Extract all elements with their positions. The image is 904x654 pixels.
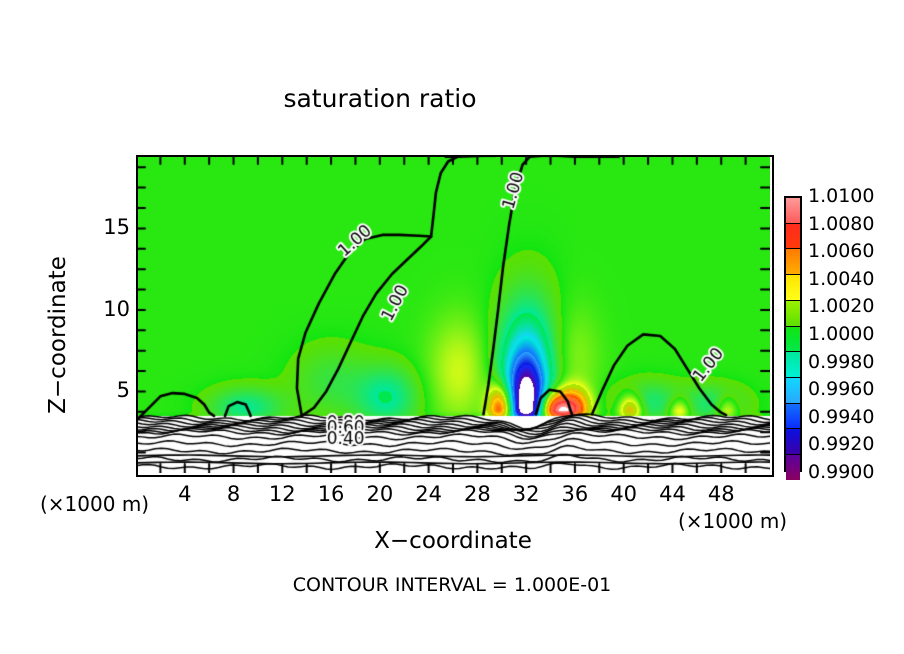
colorbar-label: 1.0100 (808, 185, 875, 207)
colorbar-band-10 (786, 454, 800, 480)
colorbar-band-5 (786, 325, 800, 352)
x-axis-label: X−coordinate (374, 528, 532, 554)
colorbar-band-4 (786, 299, 800, 326)
x-tick-40: 40 (610, 482, 638, 506)
colorbar-band-0 (786, 198, 800, 223)
x-tick-16: 16 (317, 482, 345, 506)
colorbar-band-2 (786, 248, 800, 275)
colorbar-band-9 (786, 428, 800, 455)
y-tick-5: 5 (116, 378, 130, 403)
x-tick-8: 8 (226, 482, 241, 506)
colorbar-label: 1.0020 (808, 295, 875, 318)
y-tick-15: 15 (103, 215, 130, 240)
colorbar-label: 0.9900 (808, 461, 875, 483)
contour-interval-note: CONTOUR INTERVAL = 1.000E-01 (292, 574, 612, 596)
y-axis-ticklabels: 5 10 15 (88, 0, 130, 654)
contour-plot-area (136, 155, 770, 473)
y-axis-unit-note: (×1000 m) (40, 492, 150, 516)
x-tick-32: 32 (512, 482, 540, 506)
colorbar-band-8 (786, 402, 800, 429)
colorbar-band-6 (786, 351, 800, 378)
y-tick-10: 10 (103, 296, 130, 321)
colorbar-label: 1.0040 (808, 267, 875, 290)
colorbar-label: 1.0080 (808, 212, 875, 235)
x-tick-4: 4 (178, 482, 192, 506)
x-tick-24: 24 (415, 482, 442, 506)
x-tick-48: 48 (707, 482, 735, 506)
x-tick-36: 36 (561, 482, 589, 506)
x-axis-unit-note: (×1000 m) (678, 509, 788, 533)
colorbar-label: 1.0060 (808, 240, 875, 263)
colorbar-band-7 (786, 377, 800, 403)
colorbar (784, 196, 802, 480)
chart-title: saturation ratio (283, 84, 477, 113)
colorbar-label: 0.9960 (808, 378, 875, 401)
colorbar-label: 0.9940 (808, 405, 875, 428)
colorbar-label: 0.9980 (808, 350, 875, 373)
x-tick-12: 12 (268, 482, 296, 506)
x-tick-20: 20 (366, 482, 394, 506)
colorbar-band-3 (786, 274, 800, 300)
x-tick-28: 28 (464, 482, 491, 506)
colorbar-label: 0.9920 (808, 433, 875, 456)
colorbar-band-1 (786, 222, 800, 249)
colorbar-label: 1.0000 (808, 323, 875, 345)
x-tick-44: 44 (659, 482, 686, 506)
